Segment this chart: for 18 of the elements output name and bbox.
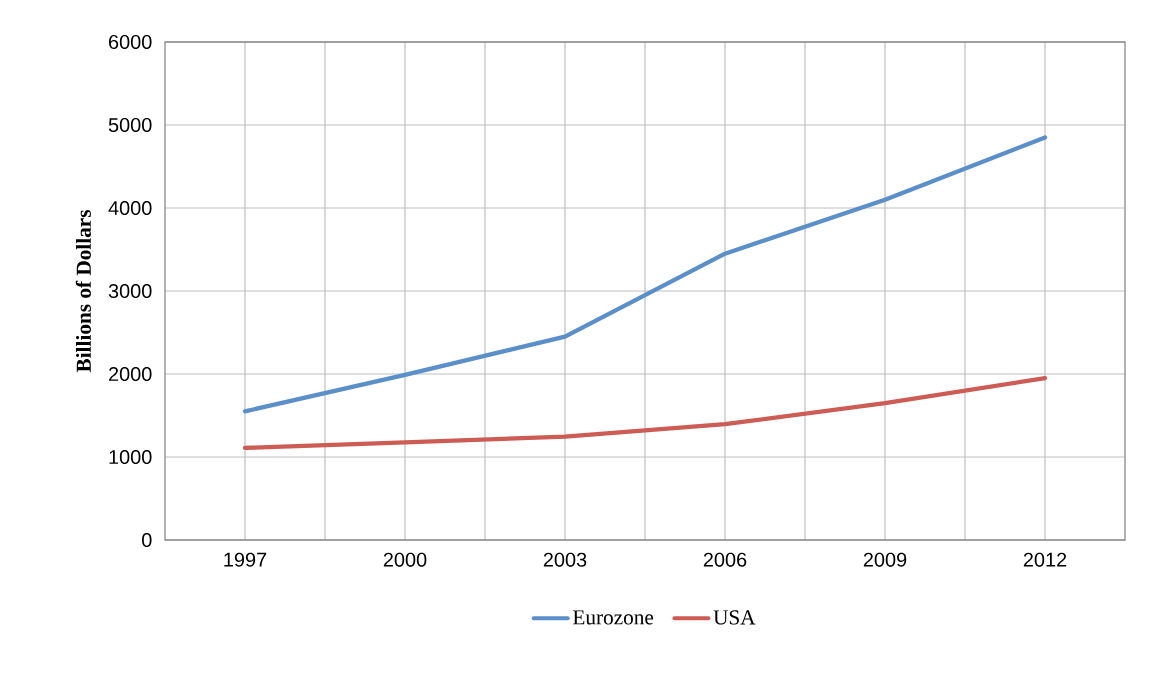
y-tick-label: 6000 bbox=[109, 34, 152, 50]
x-tick-label: 2009 bbox=[863, 552, 907, 567]
y-tick-label: 1000 bbox=[109, 449, 152, 465]
legend-label: USA bbox=[713, 610, 756, 625]
y-tick-label: 0 bbox=[142, 532, 152, 548]
x-tick-label: 2006 bbox=[703, 552, 747, 567]
line-series bbox=[242, 135, 1048, 414]
x-tick-label: 2003 bbox=[543, 552, 587, 567]
y-tick-label: 2000 bbox=[109, 366, 152, 382]
y-tick-label: 3000 bbox=[108, 283, 152, 299]
y-tick-label: 4000 bbox=[108, 200, 152, 216]
x-tick-label: 2012 bbox=[1023, 552, 1067, 567]
x-tick-label: 2000 bbox=[383, 552, 427, 567]
line-series bbox=[242, 376, 1048, 450]
y-axis-title: Billions of Dollars bbox=[75, 210, 91, 373]
legend-label: Eurozone bbox=[573, 610, 654, 625]
y-tick-label: 5000 bbox=[108, 117, 152, 133]
x-tick-label: 1997 bbox=[224, 552, 267, 567]
